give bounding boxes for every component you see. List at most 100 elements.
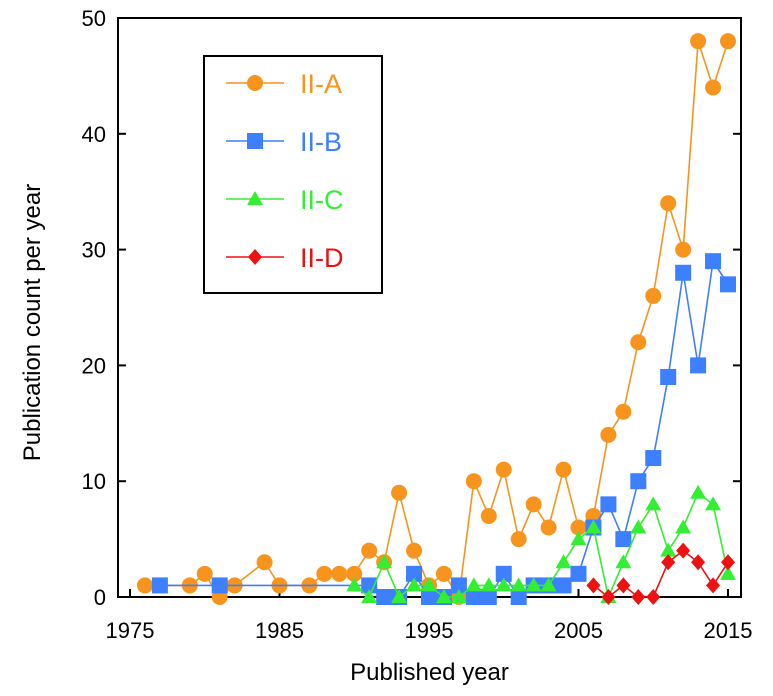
legend-marker — [247, 75, 263, 91]
data-point-ii-a — [630, 334, 647, 351]
data-point-ii-b — [211, 577, 228, 594]
data-point-ii-a — [136, 577, 153, 594]
y-tick-label: 10 — [82, 469, 106, 494]
data-point-ii-a — [510, 531, 527, 548]
data-point-ii-c — [720, 565, 736, 580]
x-axis-title: Published year — [350, 659, 509, 686]
legend-label: II-C — [300, 185, 344, 215]
data-point-ii-b — [600, 496, 617, 513]
data-point-ii-c — [660, 542, 677, 557]
data-point-ii-c — [450, 589, 467, 603]
data-point-ii-c — [585, 519, 602, 534]
data-point-ii-a — [540, 519, 557, 536]
data-point-ii-c — [705, 496, 722, 511]
data-point-ii-a — [615, 403, 632, 420]
data-point-ii-b — [450, 577, 467, 594]
legend-entry: II-B — [226, 127, 342, 157]
data-point-ii-c — [406, 577, 423, 592]
series-ii-d — [586, 542, 735, 605]
legend-label: II-B — [300, 127, 342, 157]
series-line-ii-b — [159, 258, 729, 599]
data-point-ii-a — [361, 542, 378, 559]
data-point-ii-b — [630, 473, 647, 490]
data-point-ii-a — [645, 287, 662, 304]
data-point-ii-a — [465, 473, 482, 490]
data-point-ii-c — [465, 577, 482, 592]
data-point-ii-a — [720, 33, 736, 50]
data-point-ii-d — [676, 542, 691, 559]
data-point-ii-a — [406, 542, 423, 559]
data-point-ii-b — [495, 565, 512, 582]
legend-label: II-D — [300, 243, 344, 273]
data-point-ii-b — [675, 264, 692, 281]
data-point-ii-b — [615, 531, 632, 548]
data-point-ii-d — [586, 577, 601, 594]
data-point-ii-d — [616, 577, 631, 594]
legend-entry: II-C — [226, 185, 344, 215]
data-point-ii-b — [151, 577, 168, 594]
data-point-ii-b — [570, 565, 587, 582]
data-point-ii-c — [615, 554, 632, 569]
legend-box — [203, 55, 383, 294]
legend-entry: II-D — [226, 243, 344, 273]
x-tick-label: 2015 — [704, 618, 753, 643]
data-point-ii-a — [495, 461, 512, 478]
y-axis: 0 10 20 30 40 50 — [82, 6, 741, 610]
data-point-ii-b — [480, 589, 497, 605]
data-point-ii-d — [706, 577, 721, 594]
data-point-ii-d — [646, 589, 661, 605]
y-tick-label: 20 — [82, 353, 106, 378]
data-point-ii-c — [645, 496, 662, 511]
data-point-ii-a — [196, 565, 213, 582]
y-tick-label: 40 — [82, 122, 106, 147]
data-point-ii-c — [675, 519, 692, 534]
data-point-ii-a — [660, 195, 677, 212]
data-point-ii-c — [570, 531, 587, 546]
data-point-ii-b — [406, 565, 423, 582]
x-tick-label: 2005 — [554, 618, 603, 643]
data-point-ii-c — [690, 484, 707, 499]
data-point-ii-c — [495, 577, 512, 592]
data-point-ii-b — [421, 589, 437, 605]
data-point-ii-a — [480, 507, 497, 524]
data-point-ii-c — [346, 577, 363, 592]
y-axis-title: Publication count per year — [19, 184, 46, 462]
data-point-ii-c — [480, 577, 497, 592]
data-point-ii-b — [720, 276, 736, 293]
data-point-ii-a — [435, 565, 452, 582]
data-point-ii-b — [510, 589, 527, 605]
data-point-ii-b — [690, 357, 707, 374]
data-point-ii-c — [421, 577, 437, 592]
data-point-ii-b — [376, 589, 393, 605]
data-point-ii-a — [256, 554, 273, 571]
data-point-ii-a — [555, 461, 572, 478]
x-axis: 1975 1985 1995 2005 2015 — [106, 589, 753, 643]
legend-label: II-A — [300, 69, 342, 99]
data-point-ii-c — [510, 577, 527, 592]
data-point-ii-a — [570, 519, 587, 536]
x-tick-label: 1975 — [106, 618, 155, 643]
y-tick-label: 0 — [94, 585, 106, 610]
series-ii-a — [136, 33, 736, 605]
data-point-ii-d — [601, 589, 616, 605]
data-point-ii-c — [361, 589, 378, 603]
data-point-ii-a — [316, 565, 333, 582]
legend-marker — [248, 249, 262, 265]
data-point-ii-c — [540, 577, 557, 592]
data-point-ii-c — [630, 519, 647, 534]
data-point-ii-b — [645, 450, 662, 467]
data-point-ii-c — [435, 589, 452, 603]
data-point-ii-a — [705, 79, 722, 96]
data-point-ii-d — [721, 554, 735, 571]
data-point-ii-b — [705, 253, 722, 270]
data-point-ii-b — [660, 368, 677, 385]
y-tick-label: 30 — [82, 238, 106, 263]
data-point-ii-c — [391, 589, 408, 603]
legend-entry: II-A — [226, 69, 342, 99]
data-point-ii-d — [661, 554, 676, 571]
legend-marker — [247, 191, 263, 205]
series-ii-b — [151, 253, 736, 605]
y-tick-label: 50 — [82, 6, 106, 31]
data-point-ii-b — [465, 589, 482, 605]
series-ii-c — [346, 484, 736, 603]
